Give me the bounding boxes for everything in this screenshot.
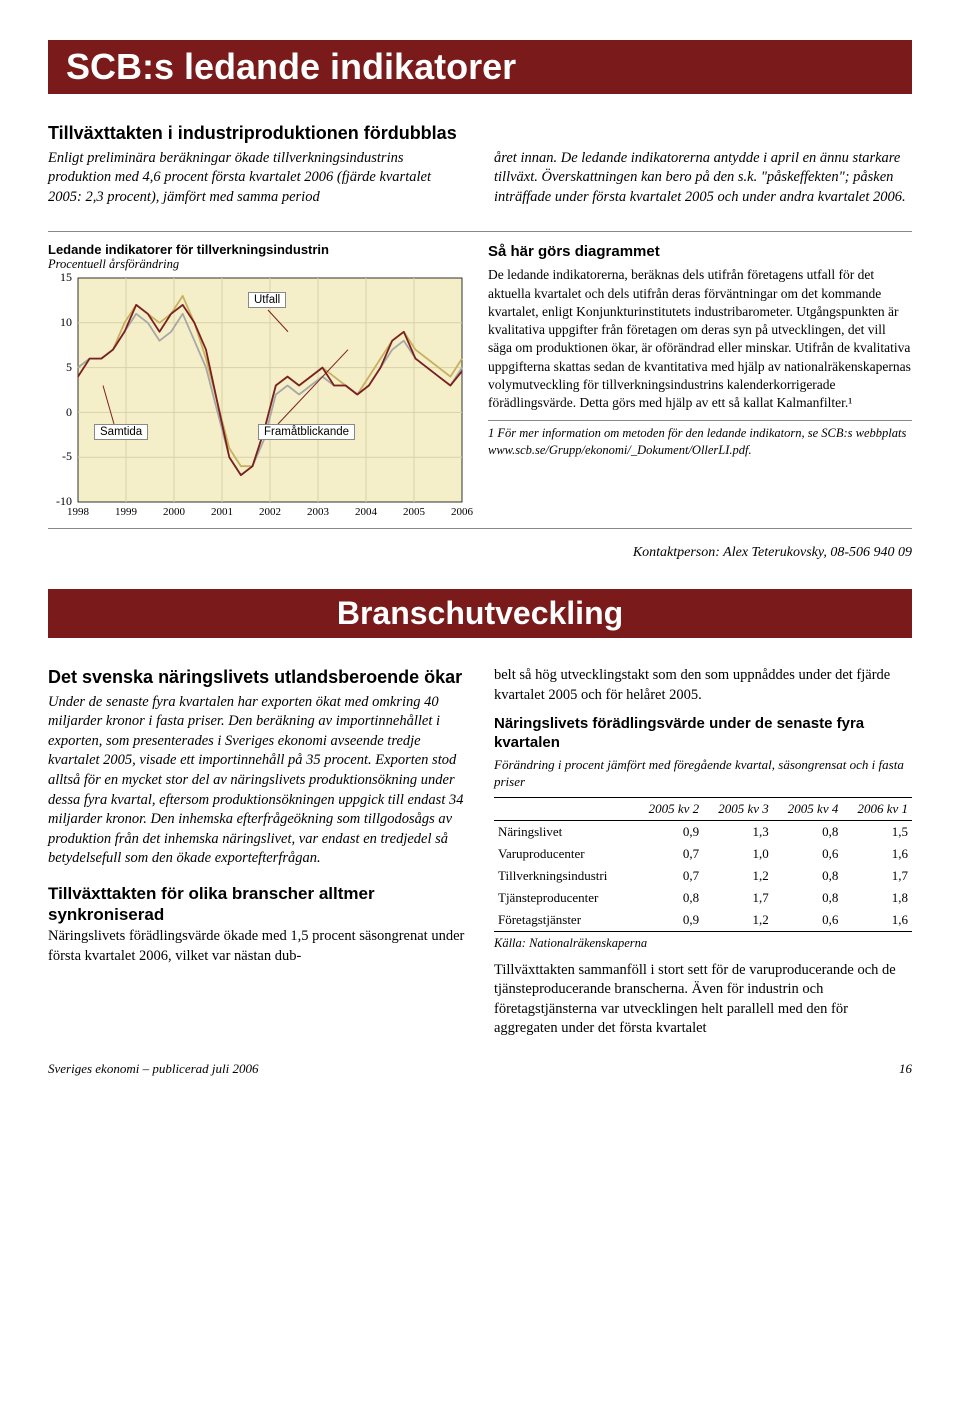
sidebox-body: De ledande indikatorerna, beräknas dels … — [488, 266, 912, 412]
table-header: 2006 kv 1 — [842, 797, 912, 820]
table-header: 2005 kv 3 — [703, 797, 773, 820]
chart-label-framat: Framåtblickande — [258, 424, 355, 440]
intro-title: Tillväxttakten i industriproduktionen fö… — [48, 122, 466, 145]
bransch-right-tail: Tillväxttakten sammanföll i stort sett f… — [494, 961, 912, 1039]
table-caption: Förändring i procent jämfört med föregåe… — [494, 757, 912, 791]
banner-bransch: Branschutveckling — [48, 589, 912, 638]
x-axis-label: 2005 — [396, 506, 432, 518]
table-row: Tjänsteproducenter0,81,70,81,8 — [494, 887, 912, 909]
sidebox-title: Så här görs diagrammet — [488, 242, 912, 262]
x-axis-label: 2006 — [444, 506, 480, 518]
x-axis-label: 2003 — [300, 506, 336, 518]
y-axis-label: 5 — [48, 360, 72, 375]
x-axis-label: 2001 — [204, 506, 240, 518]
x-axis-label: 1998 — [60, 506, 96, 518]
x-axis-label: 2002 — [252, 506, 288, 518]
intro-body-left: Enligt preliminära beräkningar ökade til… — [48, 149, 466, 208]
page-footer: Sveriges ekonomi – publicerad juli 2006 … — [48, 1061, 912, 1077]
chart-subtitle: Procentuell årsförändring — [48, 257, 472, 272]
bransch-columns: Det svenska näringslivets utlandsberoend… — [48, 666, 912, 1039]
y-axis-label: 0 — [48, 405, 72, 420]
contact-line: Kontaktperson: Alex Teterukovsky, 08-506… — [48, 545, 912, 561]
x-axis-label: 2000 — [156, 506, 192, 518]
chart-canvas: 151050-5-1019981999200020012002200320042… — [48, 274, 468, 524]
chart-label-utfall: Utfall — [248, 292, 286, 308]
x-axis-label: 2004 — [348, 506, 384, 518]
table-header: 2005 kv 4 — [773, 797, 843, 820]
chart-row: Ledande indikatorer för tillverkningsind… — [48, 231, 912, 529]
x-axis-label: 1999 — [108, 506, 144, 518]
table-row: Varuproducenter0,71,00,61,6 — [494, 843, 912, 865]
chart-label-samtida: Samtida — [94, 424, 148, 440]
chart-title: Ledande indikatorer för tillverkningsind… — [48, 242, 472, 257]
sidebox-footnote: 1 För mer information om metoden för den… — [488, 420, 912, 459]
data-table: 2005 kv 22005 kv 32005 kv 42006 kv 1Näri… — [494, 797, 912, 932]
table-row: Tillverkningsindustri0,71,20,81,7 — [494, 865, 912, 887]
footer-left: Sveriges ekonomi – publicerad juli 2006 — [48, 1061, 259, 1077]
y-axis-label: 15 — [48, 270, 72, 285]
bransch-left-t1: Det svenska näringslivets utlandsberoend… — [48, 666, 466, 689]
table-row: Näringslivet0,91,30,81,5 — [494, 820, 912, 843]
bransch-left-t2: Tillväxttakten för olika branscher alltm… — [48, 883, 466, 926]
table-header: 2005 kv 2 — [634, 797, 704, 820]
table-title: Näringslivets förädlingsvärde under de s… — [494, 715, 912, 753]
intro-body-right: året innan. De ledande indikatorerna ant… — [494, 149, 912, 208]
bransch-left-b1: Under de senaste fyra kvartalen har expo… — [48, 693, 466, 869]
intro-columns: Tillväxttakten i industriproduktionen fö… — [48, 122, 912, 207]
y-axis-label: -5 — [48, 449, 72, 464]
banner-scb: SCB:s ledande indikatorer — [48, 40, 912, 94]
footer-page: 16 — [899, 1061, 912, 1077]
bransch-right-lead: belt så hög utvecklingstakt som den som … — [494, 666, 912, 705]
y-axis-label: 10 — [48, 315, 72, 330]
table-source: Källa: Nationalräkenskaperna — [494, 936, 912, 951]
table-row: Företagstjänster0,91,20,61,6 — [494, 909, 912, 932]
bransch-left-b2: Näringslivets förädlingsvärde ökade med … — [48, 927, 466, 966]
table-header — [494, 797, 634, 820]
